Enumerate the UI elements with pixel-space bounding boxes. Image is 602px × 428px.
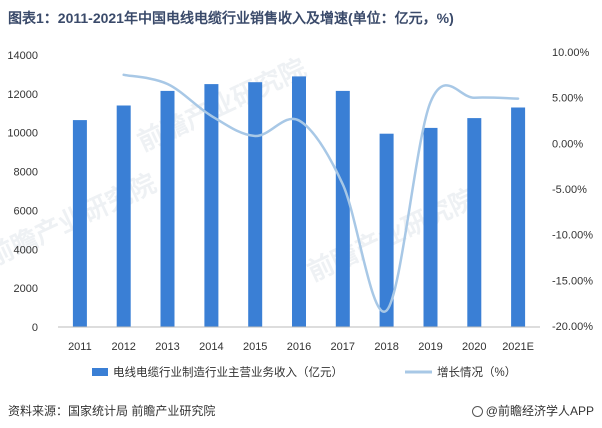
- y-left-tick-0: 0: [32, 322, 38, 334]
- bar-2019: [423, 127, 438, 328]
- legend-bar-swatch: [92, 368, 108, 376]
- bar-2013: [160, 90, 175, 328]
- bar-2014: [204, 84, 219, 327]
- y-right-tick-5.00%: 5.00%: [552, 93, 583, 105]
- source-note: 资料来源：国家统计局 前瞻产业研究院: [8, 404, 216, 418]
- brand-logo-icon: [471, 406, 483, 417]
- bar-2012: [116, 105, 131, 327]
- bar-2015: [248, 82, 263, 327]
- bar-2018: [379, 133, 394, 327]
- bar-2011: [72, 120, 87, 327]
- y-right-tick--5.00%: -5.00%: [552, 184, 587, 196]
- y-left-tick-2000: 2000: [14, 283, 38, 295]
- x-tick-2020: 2020: [462, 341, 486, 353]
- y-right-tick-0.00%: 0.00%: [552, 138, 583, 150]
- chart-svg: 0 2000 4000 6000 8000 10000 12000 14000 -20.00%…: [7, 47, 593, 379]
- y-left-tick-10000: 10000: [7, 128, 38, 140]
- chart-title: 图表1：2011-2021年中国电线电缆行业销售收入及增速(单位：亿元，%): [8, 10, 454, 26]
- y-left-tick-12000: 12000: [7, 89, 38, 101]
- bar-2020: [467, 118, 482, 327]
- x-tick-2018: 2018: [374, 341, 398, 353]
- x-tick-2015: 2015: [243, 341, 267, 353]
- y-right-tick--20.00%: -20.00%: [552, 321, 593, 333]
- brand-text: @前瞻经济学人APP: [485, 404, 594, 418]
- bar-2021E: [511, 107, 526, 327]
- growth-line: [122, 73, 520, 313]
- y-left-tick-14000: 14000: [7, 50, 38, 62]
- x-tick-2014: 2014: [199, 341, 223, 353]
- legend-line-label: 增长情况（%）: [437, 365, 516, 379]
- x-tick-2016: 2016: [287, 341, 311, 353]
- bar-2017: [335, 90, 350, 328]
- x-tick-2021E: 2021E: [502, 341, 534, 353]
- y-right-tick--10.00%: -10.00%: [552, 230, 593, 242]
- x-tick-2012: 2012: [111, 341, 135, 353]
- y-left-tick-4000: 4000: [14, 244, 38, 256]
- bar-2016: [292, 76, 306, 328]
- x-tick-2019: 2019: [418, 341, 442, 353]
- y-left-tick-6000: 6000: [14, 205, 38, 217]
- y-right-tick--15.00%: -15.00%: [552, 275, 593, 287]
- brand-label: @前瞻经济学人APP: [471, 402, 594, 419]
- y-left-tick-8000: 8000: [14, 167, 38, 179]
- x-tick-2013: 2013: [155, 341, 179, 353]
- y-right-tick-10.00%: 10.00%: [552, 47, 590, 59]
- x-tick-2017: 2017: [331, 341, 355, 353]
- legend-bar-label: 电线电缆行业制造行业主营业务收入（亿元）: [113, 365, 343, 379]
- x-tick-2011: 2011: [68, 341, 92, 353]
